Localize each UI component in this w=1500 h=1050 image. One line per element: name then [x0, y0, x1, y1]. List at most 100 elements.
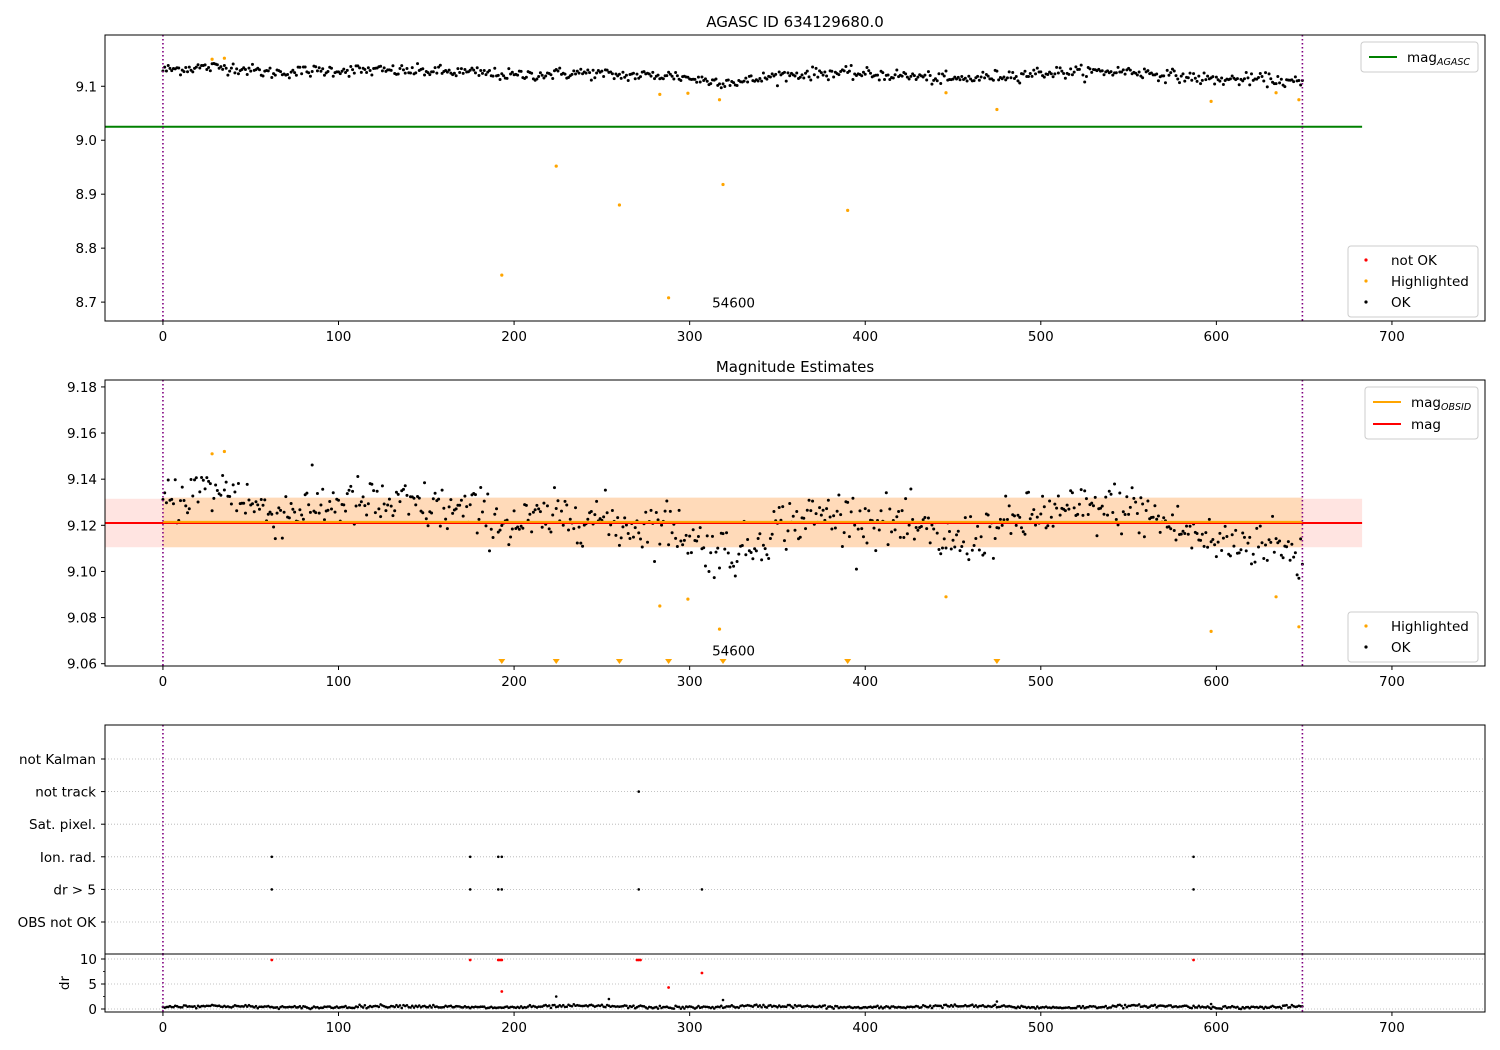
agasc-ok-point	[656, 73, 660, 77]
agasc-ok-point	[703, 77, 707, 81]
estimates-ok-point	[1102, 512, 1106, 516]
agasc-ok-point	[314, 65, 318, 69]
agasc-highlighted-point	[658, 92, 662, 96]
agasc-ok-point	[935, 79, 939, 83]
estimates-ok-point	[519, 524, 523, 528]
agasc-ok-point	[933, 77, 937, 81]
agasc-ok-point	[247, 66, 251, 70]
estimates-ok-point	[893, 528, 897, 532]
agasc-ok-point	[914, 78, 918, 81]
dr-point	[1239, 1007, 1243, 1011]
agasc-ok-point	[965, 79, 969, 83]
estimates-ok-point	[988, 525, 992, 529]
agasc-ok-point	[696, 75, 700, 79]
dr-point	[553, 1003, 556, 1007]
agasc-ok-point	[456, 67, 460, 71]
estimates-ok-point	[1293, 551, 1297, 555]
estimates-legend-sub-0: OBSID	[1441, 402, 1471, 413]
estimates-ok-point	[242, 501, 246, 505]
agasc-ok-point	[484, 73, 488, 77]
estimates-ok-point	[291, 507, 295, 511]
estimates-ok-point	[186, 511, 190, 515]
agasc-ok-point	[1027, 75, 1031, 79]
agasc-ok-point	[600, 69, 604, 73]
dr-point	[242, 1005, 245, 1008]
agasc-ok-point	[1220, 76, 1224, 80]
agasc-ok-point	[1267, 72, 1271, 76]
dr-point	[607, 997, 611, 1001]
estimates-ok-point	[379, 515, 383, 519]
estimates-ok-point	[916, 528, 920, 532]
agasc-ok-point	[749, 74, 753, 78]
agasc-ok-point	[187, 65, 191, 69]
estimates-ok-point	[1264, 543, 1268, 547]
agasc-ok-point	[470, 66, 474, 70]
agasc-ok-point	[942, 74, 946, 78]
agasc-ok-point	[1183, 79, 1187, 83]
estimates-ok-point	[853, 523, 857, 527]
agasc-ok-point	[719, 86, 723, 90]
estimates-ok-point	[1130, 486, 1134, 490]
agasc-ok-point	[329, 66, 333, 70]
estimates-ok-point	[856, 527, 860, 531]
dr-point	[825, 1007, 828, 1010]
dr-point	[428, 1004, 432, 1007]
estimates-xtick-label-3: 300	[677, 674, 703, 690]
dr-point	[920, 1005, 923, 1009]
agasc-ok-point	[1199, 82, 1203, 86]
estimates-offscale-marker	[665, 659, 673, 664]
dr-point	[556, 1005, 560, 1008]
estimates-offscale-marker	[993, 659, 1001, 664]
agasc-ok-point	[405, 67, 409, 71]
dr-point	[547, 1004, 551, 1007]
agasc-highlighted-point	[210, 57, 214, 61]
agasc-ok-point	[1083, 80, 1087, 84]
estimates-ok-point	[951, 538, 955, 542]
agasc-ok-point	[1276, 74, 1280, 78]
agasc-ok-point	[793, 74, 797, 78]
agasc-ok-point	[421, 67, 425, 71]
estimates-ok-point	[1199, 538, 1203, 542]
estimates-ok-point	[250, 502, 254, 506]
agasc-ok-point	[266, 69, 270, 73]
estimates-ytick-label-6: 9.18	[67, 380, 97, 396]
estimates-ok-point	[714, 550, 718, 554]
agasc-ok-point	[409, 71, 412, 75]
agasc-ok-point	[279, 70, 283, 74]
estimates-ok-point	[939, 552, 943, 556]
estimates-offscale-marker	[844, 659, 852, 664]
estimates-ok-point	[1299, 537, 1303, 541]
agasc-ok-point	[574, 72, 578, 76]
dr-point	[604, 1005, 607, 1009]
estimates-ok-point	[654, 510, 658, 514]
estimates-ok-point	[337, 498, 341, 502]
agasc-ok-point	[631, 71, 635, 75]
estimates-ok-point	[315, 491, 319, 495]
estimates-ok-point	[674, 536, 678, 540]
agasc-xtick-label-7: 700	[1379, 329, 1405, 345]
agasc-ok-point	[728, 84, 732, 88]
estimates-ok-point	[658, 542, 662, 546]
agasc-legend-marker-0	[1364, 258, 1368, 262]
agasc-ok-point	[359, 70, 363, 74]
estimates-highlighted-point	[1297, 625, 1301, 629]
agasc-ok-point	[551, 77, 555, 81]
agasc-ok-point	[1156, 79, 1160, 83]
estimates-ok-point	[401, 487, 405, 491]
estimates-ok-point	[282, 510, 286, 514]
agasc-highlighted-point	[1297, 98, 1301, 102]
dr-point	[1288, 1005, 1292, 1009]
agasc-ok-point	[221, 67, 225, 71]
agasc-ok-point	[977, 78, 981, 82]
agasc-ok-point	[610, 72, 614, 76]
estimates-ok-point	[1272, 550, 1276, 554]
dr-point	[941, 1006, 944, 1009]
estimates-ok-point	[1214, 555, 1218, 559]
estimates-ok-point	[1278, 539, 1282, 543]
agasc-legend-box	[1360, 41, 1479, 73]
estimates-ok-point	[688, 534, 692, 538]
agasc-ok-point	[900, 74, 904, 78]
estimates-ok-point	[458, 503, 462, 507]
agasc-ok-point	[1293, 75, 1297, 79]
estimates-ok-point	[565, 503, 569, 507]
